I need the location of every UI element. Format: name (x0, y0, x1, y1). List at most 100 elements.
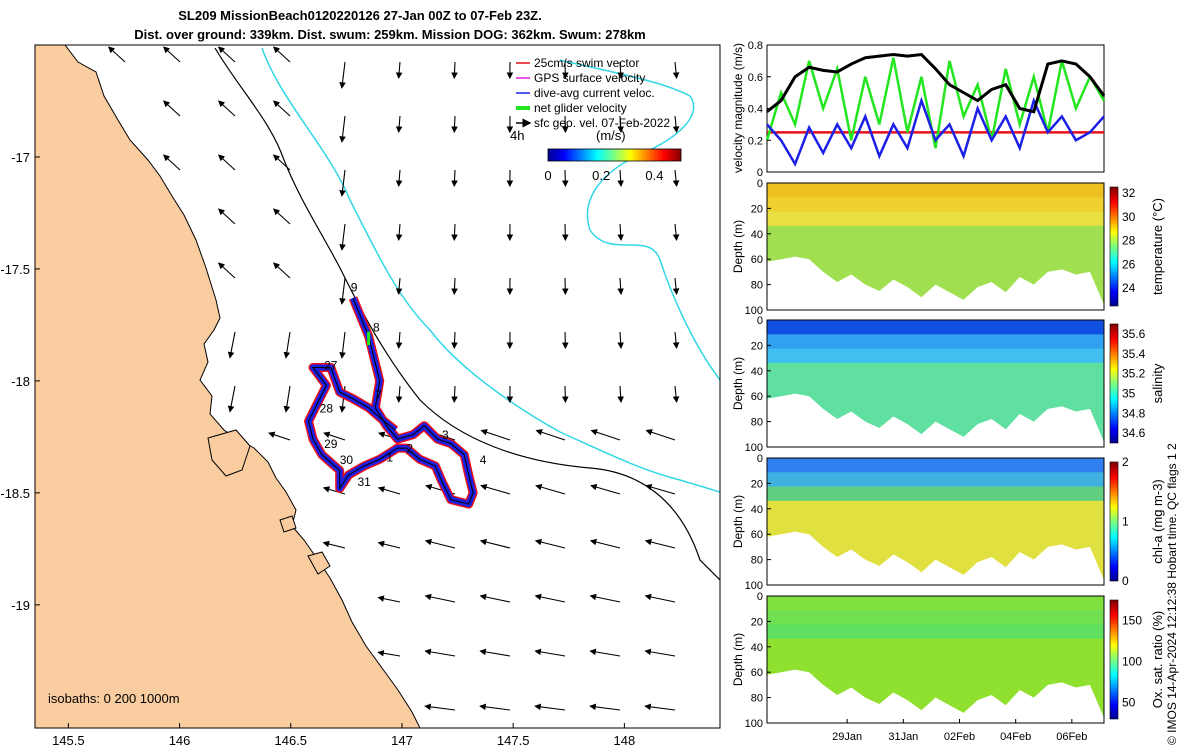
velocity-vector (534, 593, 566, 603)
velocity-vector (644, 648, 676, 657)
velocity-vector (590, 483, 621, 495)
velocity-vector (272, 262, 291, 279)
velocity-vector (480, 483, 511, 495)
velocity-vector (162, 100, 181, 117)
velocity-vector (590, 429, 621, 441)
velocity-vector (395, 277, 403, 296)
section-y-tick-label: 40 (751, 642, 763, 654)
section-y-tick-label: 40 (751, 504, 763, 516)
velocity-vector (451, 115, 458, 134)
velocity-y-tick-label: 0.6 (748, 72, 763, 84)
velocity-vector (617, 223, 624, 242)
velocity-vector (672, 331, 680, 350)
velocity-vector (283, 385, 291, 413)
velocity-vector (672, 277, 680, 296)
section-panel: 0 20 40 60 80 100 Depth (m) 50 100 150 Ox. sat. ra… (731, 591, 1165, 730)
island-hinchinbrook (207, 429, 251, 477)
velocity-vector (322, 540, 346, 549)
velocity-vector (589, 703, 621, 711)
section-colorbar-tick-label: 100 (1122, 655, 1142, 669)
velocity-vector (672, 223, 680, 242)
section-band (767, 348, 1104, 364)
velocity-vector (162, 46, 181, 63)
velocity-vector (339, 115, 346, 143)
section-y-tick-label: 60 (751, 254, 763, 266)
section-band (767, 320, 1104, 336)
section-y-tick-label: 0 (757, 591, 763, 603)
map-frame (34, 44, 721, 729)
velocity-vector (617, 331, 624, 350)
figure-title-line1: SL209 MissionBeach0120220126 27-Jan 00Z … (178, 8, 542, 23)
velocity-vector (451, 61, 458, 80)
section-y-tick-label: 80 (751, 280, 763, 292)
section-frame (766, 182, 1105, 311)
isobaths-label: isobaths: 0 200 1000m (48, 691, 180, 706)
section-band (767, 362, 1104, 379)
section-colorbar-tick-label: 28 (1122, 234, 1136, 248)
velocity-vector (589, 648, 621, 657)
time-x-tick-label: 04Feb (1000, 731, 1031, 743)
section-y-tick-label: 60 (751, 391, 763, 403)
section-band (767, 610, 1104, 626)
section-colorbar (1109, 599, 1119, 720)
section-y-tick-label: 80 (751, 555, 763, 567)
map-x-tick-label: 146.5 (274, 733, 307, 748)
velocity-y-tick-label: 0 (757, 167, 763, 179)
section-colorbar-tick-label: 35.6 (1122, 327, 1146, 341)
velocity-vector (339, 331, 346, 359)
section-y-tick-label: 80 (751, 417, 763, 429)
velocity-vector (377, 650, 401, 657)
velocity-vector (617, 169, 624, 188)
day-labels: 9 8 27 7 28 3 29 21 30 4 31 (320, 280, 487, 489)
velocity-vector (322, 486, 346, 495)
day-label: 30 (340, 453, 354, 467)
velocity-vector (589, 538, 621, 549)
map-y-tick-label: -18.5 (0, 486, 30, 501)
section-colorbar-tick-label: 34.8 (1122, 406, 1146, 420)
velocity-vector (644, 593, 676, 603)
section-colorbar-tick-label: 0 (1122, 574, 1129, 588)
section-band (767, 458, 1104, 474)
day-label: 7 (375, 388, 382, 402)
section-band (767, 225, 1104, 242)
colorbar-tick-label: 0.2 (592, 168, 610, 183)
section-colorbar-tick-label: 1 (1122, 515, 1129, 529)
section-deep-region (767, 240, 1104, 305)
section-band (767, 624, 1104, 640)
time-x-tick-label: 31Jan (888, 731, 918, 743)
map-panel: 9 8 27 7 28 3 29 21 30 4 31 145.5 146 146.5 147 147.5 1… (0, 44, 721, 748)
day-label: 3 (442, 428, 449, 442)
section-ylabel: Depth (m) (731, 495, 745, 548)
velocity-vector (217, 208, 236, 225)
section-colorbar-tick-label: 150 (1122, 614, 1142, 628)
section-y-tick-label: 100 (745, 718, 763, 730)
velocity-vector (479, 703, 511, 711)
velocity-vector (451, 223, 458, 242)
section-panel: 0 20 40 60 80 100 Depth (m) 34.6 34.8 35 35.2 35.4 3… (731, 315, 1165, 454)
section-y-tick-label: 40 (751, 229, 763, 241)
velocity-vector (339, 223, 346, 251)
section-panel: 0 20 40 60 80 100 Depth (m) 0 1 2 chl-a (mg m-3) (731, 453, 1165, 592)
velocity-vector (644, 703, 676, 711)
section-y-tick-label: 40 (751, 366, 763, 378)
section-colorbar-tick-label: 35.2 (1122, 367, 1146, 381)
section-colorbar-tick-label: 34.6 (1122, 426, 1146, 440)
velocity-vector (227, 331, 236, 359)
section-frame (766, 319, 1105, 448)
velocity-vector (272, 208, 291, 225)
section-band (767, 500, 1104, 517)
section-y-tick-label: 100 (745, 580, 763, 592)
map-y-tick-label: -18 (11, 374, 30, 389)
velocity-vector (479, 648, 511, 657)
section-y-tick-label: 100 (745, 442, 763, 454)
section-colorbar (1109, 461, 1119, 582)
velocity-vector (480, 429, 511, 441)
velocity-ylabel: velocity magnitude (m/s) (731, 43, 745, 173)
velocity-y-tick-label: 0.2 (748, 135, 763, 147)
velocity-vector (672, 169, 680, 188)
map-x-tick-label: 145.5 (52, 733, 85, 748)
velocity-vector (424, 538, 456, 549)
velocity-vector (107, 46, 126, 63)
velocity-vector (227, 385, 236, 413)
